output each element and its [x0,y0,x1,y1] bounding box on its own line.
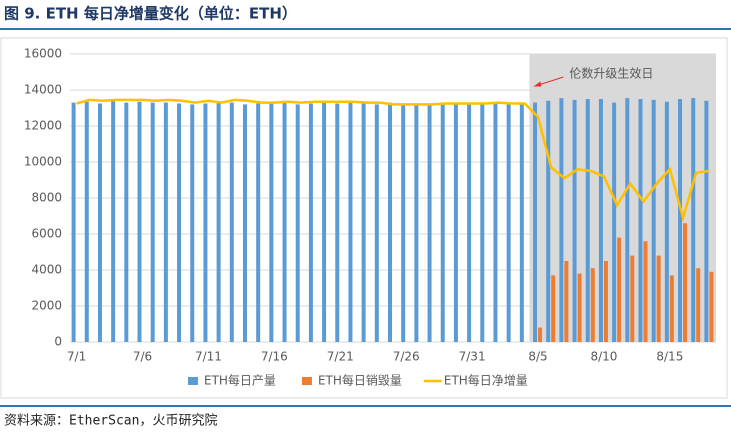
bar [519,104,524,343]
bar [538,327,543,342]
bar [467,104,472,343]
bar [97,103,102,342]
y-tick-label: 12000 [24,119,62,133]
bar [361,103,366,342]
bar [124,102,129,342]
bar [678,99,683,342]
bar [150,102,155,342]
bar [388,102,392,342]
bar [480,103,485,342]
bar [585,99,590,342]
bar [683,223,688,342]
y-tick-label: 8000 [31,191,62,205]
bar [242,104,247,343]
x-tick-label: 8/5 [528,350,547,364]
y-tick-label: 14000 [24,83,62,97]
x-tick-label: 7/16 [261,350,288,364]
y-tick-label: 16000 [24,47,62,61]
legend-swatch [301,377,312,385]
legend-label: ETH每日净增量 [444,373,528,388]
bar [564,261,569,342]
x-tick-label: 8/10 [590,350,617,364]
legend-label: ETH每日销毁量 [318,373,402,388]
bar [308,103,313,342]
bar [696,268,701,342]
legend-swatch [188,377,198,385]
bar [440,104,445,343]
x-tick-label: 7/1 [67,350,86,364]
source: 资料来源：EtherScan，火币研究院 [4,414,217,429]
bar [590,268,595,342]
bar [669,275,674,342]
bar [617,237,622,342]
bar [493,103,498,342]
bar [229,102,234,342]
page-title: 图 9. ETH 每日净增量变化（单位：ETH） [4,5,297,23]
bar [453,103,458,342]
bar [612,102,617,342]
bar [282,102,287,342]
bar [551,275,556,342]
y-tick-label: 6000 [31,227,62,241]
y-tick-label: 4000 [31,263,62,277]
bar [598,99,603,342]
bar [401,103,406,342]
y-tick-label: 2000 [31,299,62,313]
bar [335,103,340,342]
annotation: 伦数升级生效日 [569,66,653,81]
y-tick-label: 10000 [24,155,62,169]
bar [414,105,419,342]
bar [203,103,208,342]
bar [163,102,168,342]
bar [704,100,709,342]
bar [427,104,432,343]
bar [664,101,669,342]
bar [322,102,327,342]
bar [269,101,274,342]
bar [216,102,221,342]
bar [559,98,564,342]
bar [84,101,89,342]
bar [374,104,379,343]
bar [603,261,608,342]
bar [111,100,116,342]
x-tick-label: 7/31 [459,350,486,364]
bar [295,104,300,343]
bar [625,98,630,342]
bar [533,102,538,342]
bar [137,101,142,342]
bar [177,103,182,342]
bar [656,255,661,342]
bar [691,98,696,342]
x-tick-label: 7/11 [195,350,222,364]
bar [506,104,511,343]
x-tick-label: 8/15 [656,350,683,364]
bar [638,99,643,342]
bar [546,100,551,342]
bar [630,255,635,342]
bar [256,103,261,342]
legend-label: ETH每日产量 [204,373,276,388]
bar [651,99,656,343]
x-tick-label: 7/6 [133,350,152,364]
bar [709,271,714,342]
bar [577,273,582,342]
bar [643,241,648,342]
x-tick-label: 7/21 [327,350,354,364]
bar [190,104,195,343]
line [76,98,710,223]
bar [348,102,353,342]
x-tick-label: 7/26 [393,350,420,364]
bar [71,102,76,342]
chart-frame [0,37,728,399]
y-tick-label: 0 [54,335,62,349]
bar [572,99,577,343]
annotation-arrowhead [533,81,542,87]
